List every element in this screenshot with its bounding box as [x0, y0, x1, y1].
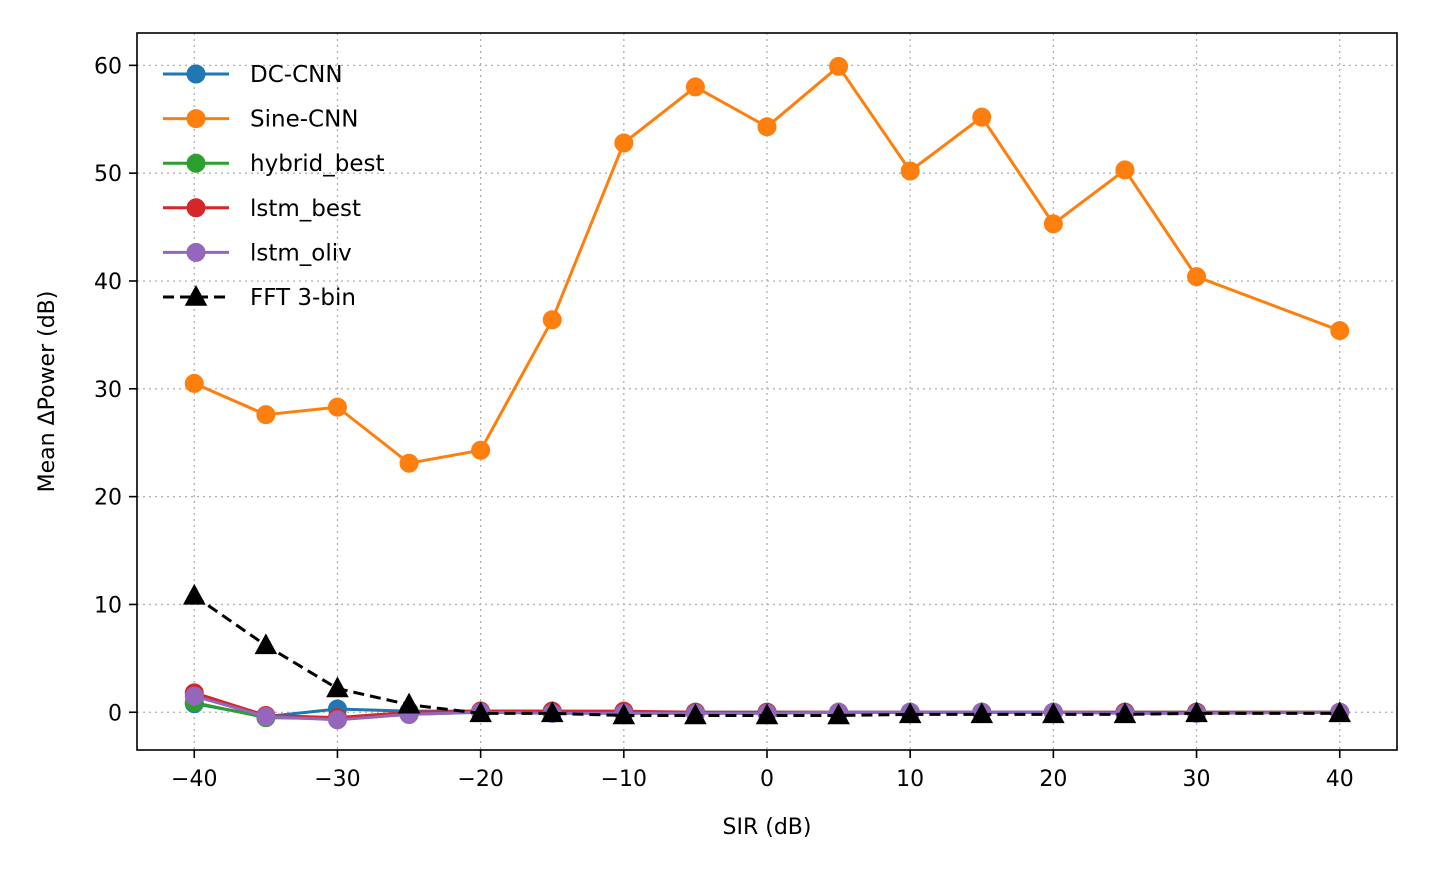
data-point: [685, 77, 705, 97]
data-point: [471, 440, 491, 460]
y-tick-label: 50: [94, 162, 122, 187]
x-tick-label: −10: [601, 767, 647, 792]
y-tick-label: 30: [94, 378, 122, 403]
data-point: [900, 161, 920, 181]
y-tick-label: 60: [94, 54, 122, 79]
legend-marker: [184, 284, 208, 306]
x-tick-label: 40: [1326, 767, 1354, 792]
data-point: [1187, 267, 1207, 287]
data-point: [829, 56, 849, 76]
data-point: [612, 703, 636, 725]
legend-marker: [186, 64, 206, 84]
x-tick-label: 0: [760, 767, 774, 792]
data-point: [970, 702, 994, 724]
data-point: [542, 310, 562, 330]
data-point: [1115, 160, 1135, 180]
x-tick-label: −40: [171, 767, 217, 792]
data-point: [898, 702, 922, 724]
data-point: [1330, 321, 1350, 341]
data-point: [1328, 701, 1352, 723]
x-tick-label: 30: [1183, 767, 1211, 792]
series-fft-3-bin: [182, 583, 1352, 725]
data-point: [972, 107, 992, 127]
data-point: [1113, 702, 1137, 724]
legend-marker: [186, 109, 206, 129]
data-point: [684, 703, 707, 725]
legend-entry: Sine-CNN: [163, 107, 359, 133]
x-tick-label: −20: [457, 767, 503, 792]
legend-entry: lstm_oliv: [163, 240, 352, 266]
data-point: [757, 117, 777, 137]
data-point: [1185, 701, 1208, 723]
legend: DC-CNN Sine-CNN hybrid_best lstm_best lstm_o…: [163, 62, 385, 311]
data-point: [397, 692, 421, 714]
x-axis-label: SIR (dB): [723, 815, 812, 840]
data-point: [327, 710, 347, 730]
data-point: [1043, 214, 1063, 234]
legend-marker: [186, 242, 206, 262]
series-sine-cnn: [184, 56, 1350, 473]
series-line: [193, 694, 1340, 722]
data-point: [614, 133, 634, 153]
data-point: [184, 686, 204, 706]
data-point: [1042, 702, 1065, 724]
legend-label: FFT 3-bin: [250, 285, 356, 311]
x-tick-label: 20: [1039, 767, 1067, 792]
x-tick-label: 10: [896, 767, 924, 792]
data-point: [256, 707, 276, 727]
data-point: [326, 676, 349, 698]
y-axis-label: Mean ΔPower (dB): [35, 291, 60, 493]
series-line: [193, 64, 1341, 465]
legend-label: lstm_best: [250, 196, 361, 222]
legend-marker: [186, 153, 206, 173]
data-point: [254, 633, 278, 655]
data-point: [399, 453, 419, 473]
y-axis: 0 10 20 30 40 50 60: [94, 54, 137, 726]
data-point: [184, 373, 204, 393]
legend-label: DC-CNN: [250, 62, 343, 88]
legend-entry: FFT 3-bin: [163, 284, 356, 311]
y-tick-label: 40: [94, 270, 122, 295]
x-axis: −40 −30 −20 −10 0 10 20 30 40: [171, 750, 1354, 792]
data-point: [327, 397, 347, 417]
legend-entry: lstm_best: [163, 196, 361, 222]
legend-marker: [186, 198, 206, 218]
y-tick-label: 20: [94, 486, 122, 511]
series-line: [193, 594, 1340, 717]
data-point: [755, 703, 779, 725]
data-point: [540, 701, 564, 723]
series-layer: [182, 56, 1352, 730]
legend-label: Sine-CNN: [250, 107, 359, 133]
legend-label: lstm_oliv: [250, 240, 352, 266]
grid: [137, 33, 1397, 750]
data-point: [469, 701, 492, 723]
legend-entry: DC-CNN: [163, 62, 343, 88]
legend-entry: hybrid_best: [163, 151, 385, 177]
data-point: [256, 405, 276, 425]
y-tick-label: 0: [108, 701, 122, 726]
legend-label: hybrid_best: [250, 151, 385, 177]
x-tick-label: −30: [314, 767, 360, 792]
y-tick-label: 10: [94, 593, 122, 618]
data-point: [827, 703, 850, 725]
data-point: [182, 583, 206, 605]
